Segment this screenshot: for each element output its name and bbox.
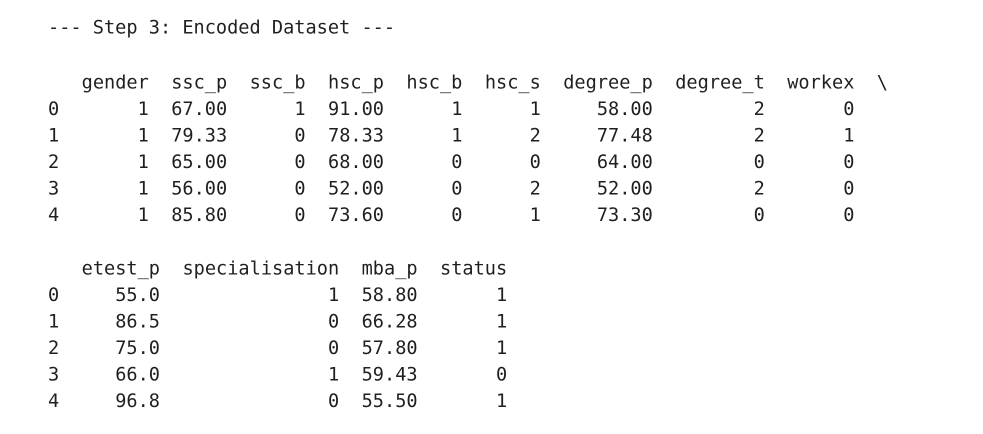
cell: 73.60 bbox=[328, 205, 384, 226]
cell: 0 bbox=[294, 179, 305, 200]
cell: 2 bbox=[754, 99, 765, 120]
cell: 65.00 bbox=[171, 152, 227, 173]
cell: 1 bbox=[138, 152, 149, 173]
cell: 75.0 bbox=[115, 338, 160, 359]
row-index: 3 bbox=[48, 179, 59, 200]
cell: 0 bbox=[294, 126, 305, 147]
cell: 0 bbox=[843, 205, 854, 226]
column-header: workex bbox=[787, 73, 854, 94]
cell: 64.00 bbox=[597, 152, 653, 173]
cell: 1 bbox=[138, 99, 149, 120]
cell: 66.28 bbox=[362, 312, 418, 333]
cell: 52.00 bbox=[328, 179, 384, 200]
cell: 85.80 bbox=[171, 205, 227, 226]
cell: 1 bbox=[496, 312, 507, 333]
cell: 1 bbox=[328, 285, 339, 306]
column-header: hsc_p bbox=[328, 73, 384, 94]
cell: 2 bbox=[530, 126, 541, 147]
cell: 0 bbox=[451, 152, 462, 173]
cell: 91.00 bbox=[328, 99, 384, 120]
cell: 73.30 bbox=[597, 205, 653, 226]
column-header: degree_p bbox=[563, 73, 653, 94]
cell: 0 bbox=[328, 338, 339, 359]
column-header: degree_t bbox=[675, 73, 765, 94]
column-header: ssc_b bbox=[250, 73, 306, 94]
column-header: status bbox=[440, 259, 507, 280]
column-header: etest_p bbox=[82, 259, 160, 280]
cell: 79.33 bbox=[171, 126, 227, 147]
row-index: 2 bbox=[48, 338, 59, 359]
cell: 0 bbox=[328, 312, 339, 333]
row-index: 1 bbox=[48, 126, 59, 147]
column-header: mba_p bbox=[362, 259, 418, 280]
cell: 2 bbox=[754, 126, 765, 147]
output-title: --- Step 3: Encoded Dataset --- bbox=[48, 18, 395, 39]
cell: 1 bbox=[451, 99, 462, 120]
row-index: 0 bbox=[48, 285, 59, 306]
cell: 0 bbox=[294, 205, 305, 226]
cell: 1 bbox=[530, 205, 541, 226]
cell: 0 bbox=[294, 152, 305, 173]
cell: 1 bbox=[496, 391, 507, 412]
column-header: specialisation bbox=[182, 259, 339, 280]
cell: 66.0 bbox=[115, 365, 160, 386]
cell: 1 bbox=[328, 365, 339, 386]
cell: 96.8 bbox=[115, 391, 160, 412]
cell: 0 bbox=[451, 179, 462, 200]
column-header: gender bbox=[82, 73, 149, 94]
cell: 0 bbox=[496, 365, 507, 386]
row-index: 0 bbox=[48, 99, 59, 120]
cell: 57.80 bbox=[362, 338, 418, 359]
cell: 68.00 bbox=[328, 152, 384, 173]
row-index: 2 bbox=[48, 152, 59, 173]
cell: 58.80 bbox=[362, 285, 418, 306]
row-index: 4 bbox=[48, 205, 59, 226]
cell: 1 bbox=[138, 179, 149, 200]
cell: 67.00 bbox=[171, 99, 227, 120]
cell: 1 bbox=[451, 126, 462, 147]
cell: 0 bbox=[843, 179, 854, 200]
cell: 0 bbox=[530, 152, 541, 173]
cell: 52.00 bbox=[597, 179, 653, 200]
cell: 77.48 bbox=[597, 126, 653, 147]
cell: 0 bbox=[843, 152, 854, 173]
cell: 1 bbox=[294, 99, 305, 120]
cell: 58.00 bbox=[597, 99, 653, 120]
cell: 1 bbox=[496, 285, 507, 306]
column-header: ssc_p bbox=[171, 73, 227, 94]
cell: 78.33 bbox=[328, 126, 384, 147]
cell: 2 bbox=[530, 179, 541, 200]
cell: 2 bbox=[754, 179, 765, 200]
cell: 1 bbox=[138, 126, 149, 147]
cell: 1 bbox=[496, 338, 507, 359]
cell: 55.0 bbox=[115, 285, 160, 306]
cell: 55.50 bbox=[362, 391, 418, 412]
row-index: 4 bbox=[48, 391, 59, 412]
row-index: 1 bbox=[48, 312, 59, 333]
column-header: hsc_b bbox=[406, 73, 462, 94]
cell: 0 bbox=[754, 152, 765, 173]
cell: 59.43 bbox=[362, 365, 418, 386]
cell: 0 bbox=[754, 205, 765, 226]
continuation-marker: \ bbox=[877, 73, 888, 94]
cell: 1 bbox=[138, 205, 149, 226]
cell: 86.5 bbox=[115, 312, 160, 333]
cell: 0 bbox=[328, 391, 339, 412]
cell: 1 bbox=[843, 126, 854, 147]
cell: 0 bbox=[451, 205, 462, 226]
column-header: hsc_s bbox=[485, 73, 541, 94]
cell: 1 bbox=[530, 99, 541, 120]
row-index: 3 bbox=[48, 365, 59, 386]
cell: 56.00 bbox=[171, 179, 227, 200]
cell: 0 bbox=[843, 99, 854, 120]
